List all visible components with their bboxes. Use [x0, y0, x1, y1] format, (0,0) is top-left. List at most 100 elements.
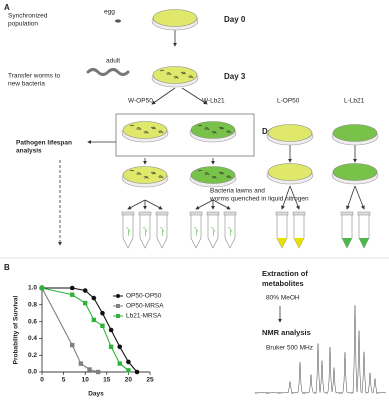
- arrow: [151, 87, 176, 105]
- dish: [190, 166, 236, 184]
- worm: [212, 177, 217, 179]
- y-axis-label: Probability of Survival: [13, 295, 20, 364]
- tube-cap: [357, 211, 371, 216]
- worm: [136, 172, 141, 174]
- legend-label: OP50-OP50: [126, 293, 162, 300]
- point: [126, 359, 131, 365]
- tube-cap: [189, 211, 203, 216]
- worm: [173, 76, 179, 78]
- y-tick-label: 1.0: [28, 285, 37, 292]
- worm: [197, 124, 203, 127]
- arrow: [281, 185, 291, 210]
- tube: [156, 213, 168, 249]
- worm: [143, 176, 149, 178]
- arrow: [195, 199, 214, 210]
- selection-box: [115, 113, 255, 157]
- egg-icon: [115, 19, 121, 23]
- legend-marker: [116, 304, 120, 308]
- tube-worms: [227, 227, 233, 237]
- dish: [267, 163, 313, 181]
- tube-cap: [206, 211, 220, 216]
- point: [134, 369, 140, 375]
- worm: [219, 128, 225, 130]
- tube-cap: [223, 211, 237, 216]
- point: [70, 342, 75, 348]
- condition: L-OP50: [277, 98, 300, 105]
- worm: [211, 176, 217, 178]
- point: [117, 361, 122, 366]
- x-axis-label: Days: [88, 391, 104, 398]
- note: Pathogen lifespan: [16, 140, 72, 147]
- x-tick-label: 10: [82, 377, 90, 384]
- worm: [159, 69, 165, 72]
- worm: [197, 169, 203, 172]
- condition: L-Lb21: [344, 98, 365, 105]
- panel-label: B: [4, 263, 10, 272]
- worm: [158, 131, 164, 134]
- dish: [267, 124, 313, 142]
- point: [69, 285, 75, 291]
- dish: [152, 66, 198, 84]
- point: [117, 344, 123, 350]
- tube-cap: [155, 211, 169, 216]
- arrow: [181, 87, 208, 105]
- legend-marker: [116, 294, 120, 298]
- y-tick-label: 0.6: [28, 318, 37, 325]
- x-tick-label: 20: [125, 377, 133, 384]
- step-note: 80% MeOH: [266, 295, 300, 302]
- x-tick-label: 15: [103, 377, 111, 384]
- point: [70, 292, 75, 297]
- point: [126, 368, 131, 373]
- worm: [218, 126, 224, 129]
- series-line: [42, 287, 138, 373]
- dish: [332, 124, 378, 142]
- y-tick-label: 0.0: [28, 369, 37, 376]
- note: population: [8, 21, 38, 28]
- x-tick-label: 0: [40, 377, 44, 384]
- worm: [212, 132, 217, 134]
- note: new bacteria: [8, 81, 45, 88]
- point: [87, 367, 92, 372]
- worm: [137, 128, 142, 130]
- dish: [332, 163, 378, 181]
- worm: [151, 128, 157, 130]
- worm: [136, 127, 141, 129]
- worm: [188, 75, 193, 77]
- nmr-spectrum: [254, 305, 387, 395]
- tube: [190, 213, 202, 249]
- point: [83, 300, 88, 306]
- note: worms quenched in liquid nitrogen: [209, 196, 309, 203]
- dish: [190, 121, 236, 139]
- tube-content: [359, 238, 369, 248]
- tube-cap: [121, 211, 135, 216]
- worm: [211, 131, 217, 133]
- point: [95, 369, 101, 375]
- worm: [151, 173, 157, 175]
- note: analysis: [16, 148, 42, 155]
- point: [91, 295, 97, 301]
- note: Synchronized: [8, 13, 48, 20]
- worm: [167, 73, 172, 75]
- worm: [129, 169, 135, 172]
- y-tick-label: 0.4: [28, 335, 37, 342]
- day-label: Day 0: [224, 15, 246, 24]
- point: [91, 317, 97, 323]
- worm: [205, 128, 210, 130]
- point: [108, 344, 114, 349]
- worm: [219, 173, 225, 175]
- worm: [137, 173, 142, 175]
- step-title: NMR analysis: [262, 328, 311, 337]
- note: Transfer worms to: [8, 73, 61, 80]
- worm: [226, 175, 231, 177]
- point: [39, 285, 45, 291]
- point: [82, 288, 88, 293]
- tube-worms: [210, 227, 216, 237]
- worm: [158, 130, 163, 132]
- legend-marker: [116, 314, 120, 318]
- worm: [144, 177, 149, 179]
- worm: [180, 71, 186, 74]
- arrow: [346, 185, 356, 210]
- series-line: [41, 287, 129, 371]
- worm: [129, 124, 135, 127]
